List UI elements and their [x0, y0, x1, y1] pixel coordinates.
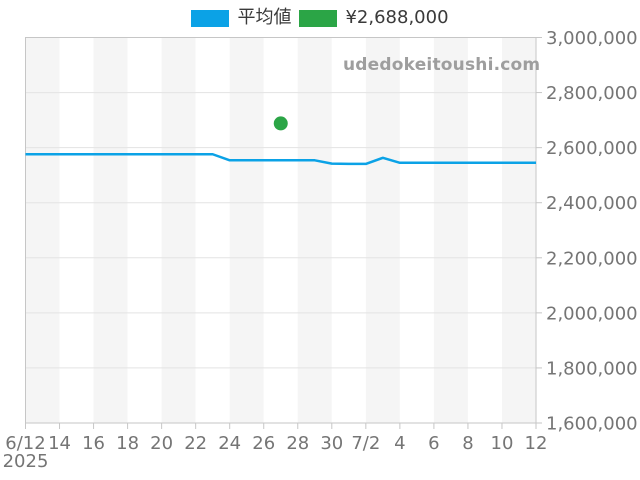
plot-stripe	[161, 37, 196, 423]
x-axis-label: 22	[184, 433, 207, 454]
plot-stripe	[263, 37, 298, 423]
plot-stripe	[433, 37, 468, 423]
plot-stripe	[297, 37, 332, 423]
y-axis-label: 1,800,000	[546, 358, 638, 379]
y-axis-label: 3,000,000	[546, 28, 638, 49]
y-axis-label: 1,600,000	[546, 414, 638, 435]
x-axis-label: 24	[218, 433, 241, 454]
price-point-label: ¥2,688,000	[345, 7, 449, 28]
chart-legend: 平均値 ¥2,688,000	[0, 6, 640, 30]
plot-border	[25, 37, 537, 424]
x-axis-year-label: 2025	[3, 451, 49, 472]
x-axis-label: 10	[491, 433, 514, 454]
x-axis-label: 6/12	[5, 433, 45, 454]
plot-stripe	[25, 37, 60, 423]
watermark: udedokeitoushi.com	[343, 55, 541, 75]
x-axis-label: 6	[428, 433, 439, 454]
plot-stripe	[331, 37, 366, 423]
x-axis-label: 14	[48, 433, 71, 454]
x-axis-label: 7/2	[351, 433, 380, 454]
plot-stripe	[365, 37, 400, 423]
y-axis-label: 2,200,000	[546, 248, 638, 269]
y-axis-label: 2,400,000	[546, 193, 638, 214]
y-axis-label: 2,600,000	[546, 138, 638, 159]
x-axis-label: 12	[525, 433, 548, 454]
x-axis-label: 30	[320, 433, 343, 454]
x-axis-label: 16	[82, 433, 105, 454]
y-axis-label: 2,800,000	[546, 83, 638, 104]
x-axis-label: 8	[462, 433, 473, 454]
plot-stripe	[93, 37, 128, 423]
average-series-label: 平均値	[237, 7, 292, 28]
plot-stripe	[399, 37, 434, 423]
plot-stripe	[467, 37, 502, 423]
plot-stripe	[229, 37, 264, 423]
plot-stripe	[501, 37, 536, 423]
plot-stripe	[59, 37, 94, 423]
average-series-swatch	[191, 9, 230, 27]
listing-price-point	[273, 116, 288, 131]
x-axis-label: 28	[286, 433, 309, 454]
x-axis-label: 26	[252, 433, 275, 454]
x-axis-label: 18	[116, 433, 139, 454]
plot-stripe	[127, 37, 162, 423]
x-axis-label: 4	[394, 433, 405, 454]
y-axis-label: 2,000,000	[546, 303, 638, 324]
plot-stripe	[195, 37, 230, 423]
price-point-swatch	[299, 9, 338, 27]
average-line	[25, 153, 536, 166]
x-axis-label: 20	[150, 433, 173, 454]
